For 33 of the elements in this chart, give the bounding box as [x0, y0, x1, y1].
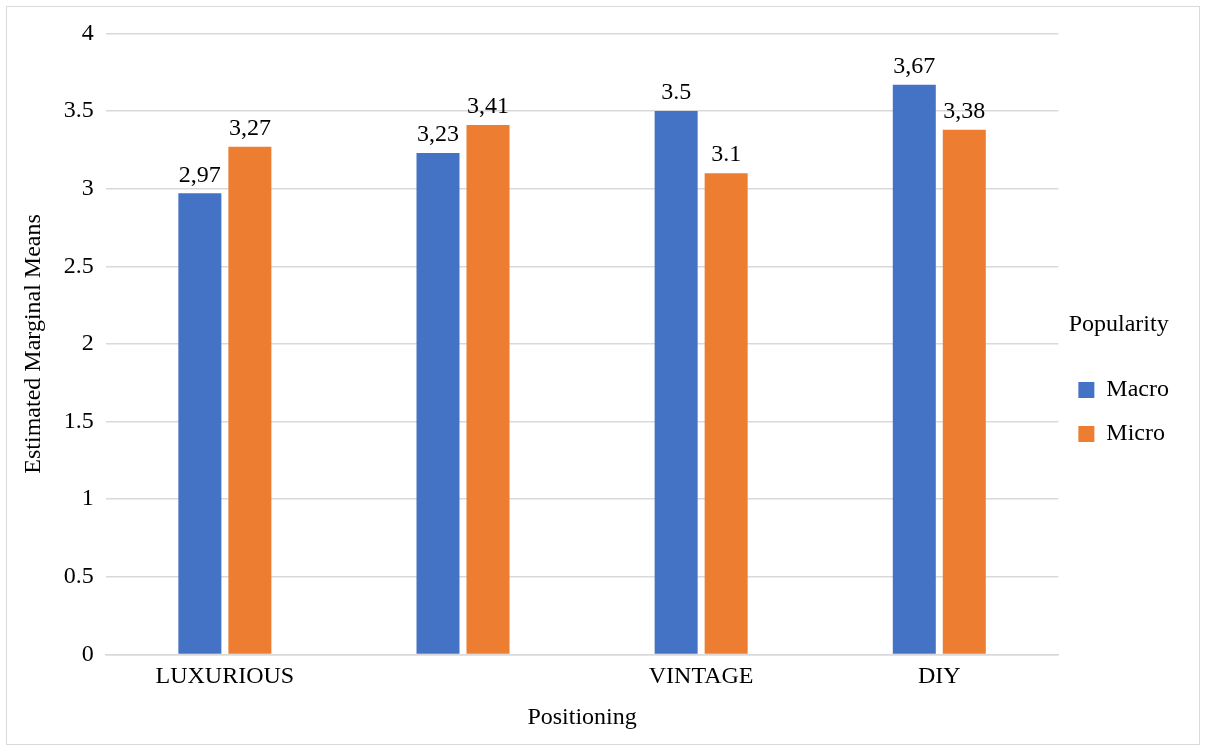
x-tick-label: VINTAGE	[648, 662, 754, 689]
y-axis-title: Estimated Marginal Means	[18, 214, 45, 474]
bar	[416, 152, 460, 654]
y-tick-label: 0.5	[63, 562, 94, 589]
legend-label: Micro	[1106, 419, 1166, 446]
data-label: 3.1	[711, 140, 742, 167]
data-label: 2,97	[178, 160, 221, 187]
x-tick-label: DIY	[917, 662, 961, 689]
bar	[654, 111, 698, 654]
legend-label: Macro	[1106, 375, 1169, 402]
y-tick-label: 2.5	[63, 251, 94, 278]
bar	[892, 84, 936, 654]
bar	[466, 125, 510, 654]
data-label: 3,23	[417, 120, 460, 147]
data-label: 3,67	[893, 51, 936, 78]
y-tick-label: 0	[81, 639, 94, 666]
legend-title: Popularity	[1068, 310, 1169, 337]
bar	[704, 173, 748, 654]
x-axis-title: Positioning	[527, 702, 637, 729]
y-tick-label: 1	[81, 484, 94, 511]
y-tick-label: 1.5	[63, 406, 94, 433]
data-label: 3,41	[467, 92, 510, 119]
bar	[942, 129, 986, 654]
y-tick-label: 3.5	[63, 96, 94, 123]
bar	[178, 193, 222, 654]
x-tick-label: LUXURIOUS	[155, 662, 295, 689]
bar	[228, 146, 272, 654]
y-tick-label: 3	[81, 173, 94, 200]
data-label: 3.5	[661, 78, 692, 105]
data-label: 3,27	[228, 114, 271, 141]
y-tick-label: 2	[81, 329, 94, 356]
data-label: 3,38	[943, 96, 986, 123]
y-tick-label: 4	[81, 18, 94, 45]
